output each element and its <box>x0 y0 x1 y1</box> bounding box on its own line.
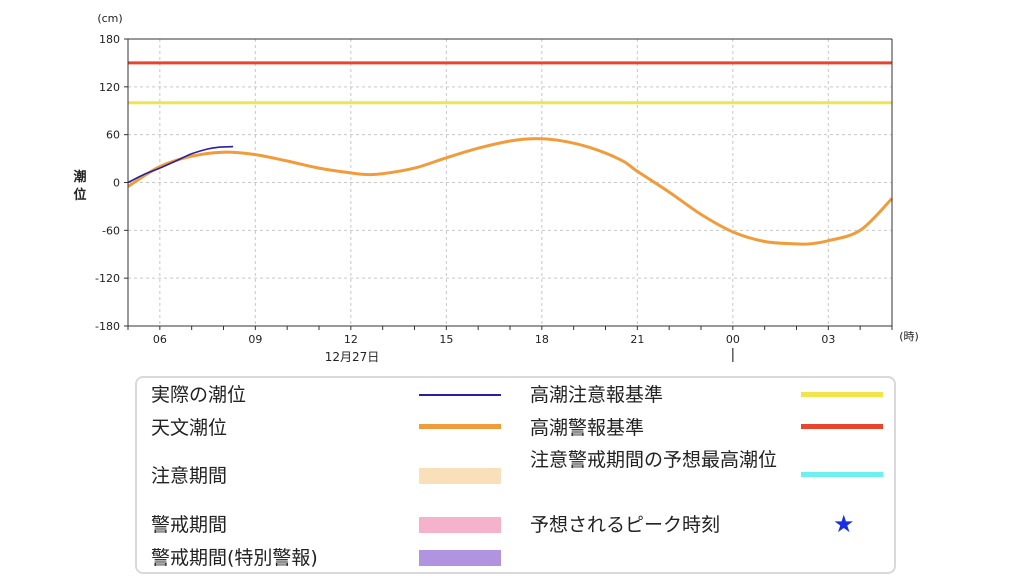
y-tick-label: 60 <box>106 129 120 142</box>
y-tick-label: -120 <box>95 272 120 285</box>
y-tick-label: -60 <box>102 224 120 237</box>
y-tick-label: 180 <box>99 33 120 46</box>
legend-swatch-actual-tide <box>419 394 501 396</box>
y-axis-title-char: 潮 <box>73 169 86 185</box>
legend-swatch-astronomical-tide <box>419 424 501 429</box>
legend-swatch-predicted-max-tide <box>801 472 883 477</box>
y-tick-label: -180 <box>95 320 120 333</box>
legend-swatch-warning-period <box>419 517 501 533</box>
x-tick-label: 18 <box>535 333 549 346</box>
legend-label-astronomical-tide: 天文潮位 <box>151 417 228 439</box>
x-tick-label: 15 <box>439 333 453 346</box>
tide-chart: 180 120 60 0 -60 -120 -180 06 09 12 15 18 21 00 03 (cm)… <box>73 12 919 364</box>
legend-label-caution-period: 注意期間 <box>151 465 228 487</box>
x-tick-label: 06 <box>153 333 167 346</box>
legend-label-predicted-max-tide: 注意警戒期間の予想最高潮位 <box>530 449 778 471</box>
y-tick-label: 120 <box>99 81 120 94</box>
astronomical-tide-line <box>127 137 894 246</box>
star-icon: ★ <box>833 510 855 538</box>
x-tick-label: 12 <box>344 333 358 346</box>
x-tick-label: 09 <box>248 333 262 346</box>
legend-swatch-warning-period-special <box>419 550 501 566</box>
legend-label-warning-period: 警戒期間 <box>151 514 228 536</box>
x-tick-label: 03 <box>821 333 835 346</box>
date-label: 12月27日 <box>325 350 380 364</box>
legend-label-storm-surge-advisory: 高潮注意報基準 <box>530 384 664 406</box>
actual-tide-line <box>127 145 234 184</box>
y-tick-label: 0 <box>113 177 120 190</box>
legend-swatch-caution-period <box>419 468 501 484</box>
x-tick-label: 21 <box>630 333 644 346</box>
legend-label-peak-time: 予想されるピーク時刻 <box>530 514 721 536</box>
legend: 実際の潮位 天文潮位 注意期間 警戒期間 警戒期間(特別警報) 高潮注意報基準 … <box>135 376 896 574</box>
y-unit-label: (cm) <box>97 12 122 25</box>
legend-swatch-storm-surge-warning <box>801 424 883 429</box>
legend-label-storm-surge-warning: 高潮警報基準 <box>530 417 645 439</box>
legend-label-actual-tide: 実際の潮位 <box>151 384 247 406</box>
legend-swatch-storm-surge-advisory <box>801 392 883 397</box>
y-axis-title-char: 位 <box>73 187 86 203</box>
x-tick-label: 00 <box>726 333 740 346</box>
legend-label-warning-period-special: 警戒期間(特別警報) <box>151 547 318 569</box>
x-unit-label: (時) <box>899 330 919 343</box>
